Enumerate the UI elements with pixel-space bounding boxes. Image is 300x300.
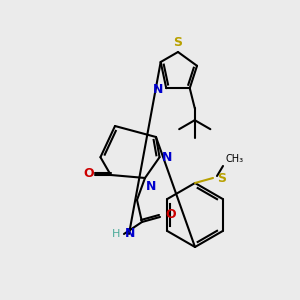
Text: N: N [146,180,156,193]
Text: S: S [217,172,226,184]
Text: O: O [83,167,94,181]
Text: O: O [165,208,175,221]
Text: H: H [112,229,120,239]
Text: N: N [161,151,172,164]
Text: N: N [153,83,163,96]
Text: S: S [173,36,182,49]
Text: N: N [125,227,135,241]
Text: CH₃: CH₃ [225,154,243,164]
